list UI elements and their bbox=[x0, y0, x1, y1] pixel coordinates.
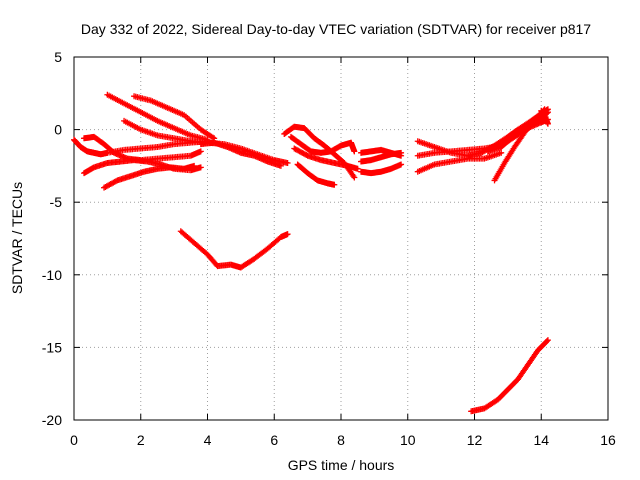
x-axis-ticks: 0 2 4 6 8 10 12 14 16 bbox=[70, 57, 616, 448]
x-tick-label: 12 bbox=[467, 432, 483, 448]
data-point bbox=[498, 149, 505, 156]
y-tick-label: -20 bbox=[42, 412, 62, 428]
data-point bbox=[331, 181, 338, 188]
data-point bbox=[544, 120, 551, 127]
series-arc-g bbox=[101, 162, 198, 191]
series-arc-n bbox=[358, 161, 405, 177]
data-point bbox=[209, 134, 216, 141]
data-point bbox=[113, 178, 120, 185]
y-axis-label: SDTVAR / TECUs bbox=[9, 182, 25, 294]
data-point bbox=[284, 159, 291, 166]
x-tick-label: 10 bbox=[400, 432, 416, 448]
series-arc-p bbox=[358, 146, 405, 159]
x-tick-label: 6 bbox=[270, 432, 278, 448]
series-arc-w bbox=[538, 107, 551, 127]
y-tick-label: 0 bbox=[54, 122, 62, 138]
series-arc-i bbox=[177, 228, 291, 271]
data-point bbox=[191, 162, 198, 169]
x-tick-label: 14 bbox=[533, 432, 549, 448]
x-tick-label: 8 bbox=[337, 432, 345, 448]
data-point bbox=[351, 148, 358, 155]
data-point bbox=[544, 337, 551, 344]
data-point bbox=[303, 152, 310, 159]
data-points bbox=[71, 91, 551, 415]
series-arc-v bbox=[468, 337, 551, 415]
x-tick-label: 16 bbox=[600, 432, 616, 448]
y-tick-label: -15 bbox=[42, 339, 62, 355]
y-tick-label: 5 bbox=[54, 49, 62, 65]
x-axis-label: GPS time / hours bbox=[288, 457, 395, 473]
data-point bbox=[543, 338, 550, 345]
chart-title: Day 332 of 2022, Sidereal Day-to-day VTE… bbox=[81, 21, 591, 37]
x-tick-label: 0 bbox=[70, 432, 78, 448]
series-arc-f bbox=[81, 157, 204, 177]
series-arc-b bbox=[131, 93, 218, 142]
data-point bbox=[351, 174, 358, 181]
series-arc-a bbox=[104, 91, 211, 143]
series-arc-h bbox=[197, 139, 284, 169]
data-point bbox=[544, 109, 551, 116]
x-tick-label: 4 bbox=[204, 432, 212, 448]
y-axis-ticks: -20 -15 -10 -5 0 5 bbox=[42, 49, 608, 428]
data-point bbox=[197, 148, 204, 155]
x-tick-label: 2 bbox=[137, 432, 145, 448]
data-point bbox=[277, 162, 284, 169]
series-arc-s bbox=[414, 149, 505, 175]
series-arc-l bbox=[294, 161, 338, 188]
series-arc-k bbox=[287, 133, 358, 156]
series-arc-m bbox=[291, 145, 361, 172]
data-point bbox=[398, 161, 405, 168]
y-tick-label: -10 bbox=[42, 267, 62, 283]
y-tick-label: -5 bbox=[50, 194, 63, 210]
data-point bbox=[284, 231, 291, 238]
data-point bbox=[197, 164, 204, 171]
data-point bbox=[354, 165, 361, 172]
data-point bbox=[398, 152, 405, 159]
